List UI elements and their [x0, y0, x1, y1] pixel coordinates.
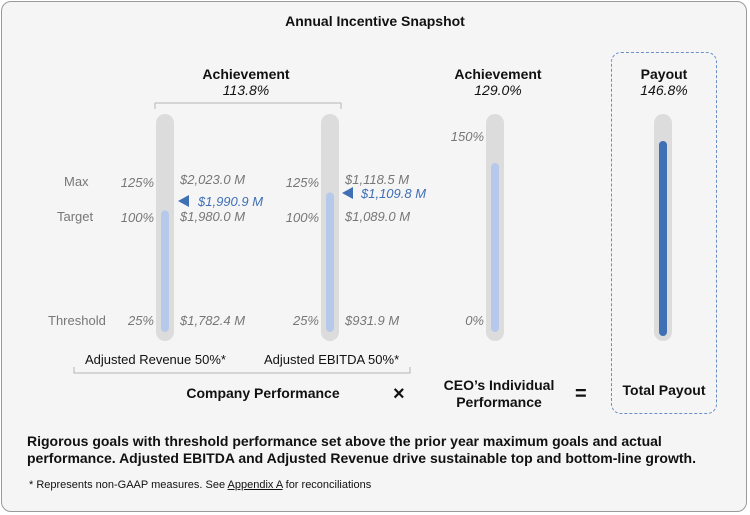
revenue-threshold-value: $1,782.4 M — [180, 313, 246, 328]
ebitda-threshold-pct: 25% — [292, 313, 319, 328]
individual-achievement-header: Achievement — [454, 66, 542, 82]
summary-text: Rigorous goals with threshold performanc… — [27, 433, 696, 466]
ebitda-threshold-value: $931.9 M — [345, 313, 400, 328]
level-max: Max — [64, 174, 89, 189]
revenue-target-pct: 100% — [120, 210, 154, 225]
ebitda-metric-label: Adjusted EBITDA 50%* — [264, 352, 400, 367]
times-operator: × — [393, 383, 405, 405]
ebitda-max-pct: 125% — [285, 175, 319, 190]
company-top-bracket — [154, 102, 342, 109]
revenue-actual-arrow-icon — [178, 195, 189, 207]
revenue-max-value: $2,023.0 M — [180, 172, 246, 187]
appendix-link[interactable]: Appendix A — [227, 479, 283, 491]
revenue-actual-value: $1,990.9 M — [198, 194, 264, 209]
payout-value: 146.8% — [640, 82, 688, 98]
company-bottom-bracket — [73, 367, 411, 374]
payout-box — [611, 52, 717, 414]
ebitda-actual-arrow-icon — [342, 187, 353, 199]
gauge-fill-1 — [326, 192, 334, 332]
ebitda-target-pct: 100% — [285, 210, 319, 225]
individual-achievement-value: 129.0% — [474, 82, 522, 98]
gauge-fill-0 — [161, 210, 169, 332]
footnote: * Represents non-GAAP measures. See Appe… — [29, 479, 371, 491]
gauge-fill-payout — [659, 140, 667, 336]
footnote-prefix: * Represents non-GAAP measures. See — [29, 479, 228, 491]
equals-operator: = — [575, 383, 587, 405]
revenue-max-pct: 125% — [120, 175, 154, 190]
payout-header: Payout — [640, 66, 688, 82]
individual-min-pct: 0% — [465, 313, 484, 328]
company-performance-label: Company Performance — [186, 385, 340, 401]
company-achievement-header: Achievement — [202, 66, 290, 82]
ebitda-actual-value: $1,109.8 M — [361, 186, 427, 201]
revenue-target-value: $1,980.0 M — [180, 209, 246, 224]
revenue-threshold-pct: 25% — [127, 313, 154, 328]
company-achievement-value: 113.8% — [222, 82, 270, 98]
individual-performance-label: CEO’s Individual Performance — [443, 377, 555, 410]
individual-max-pct: 150% — [450, 129, 484, 144]
ebitda-target-value: $1,089.0 M — [345, 209, 411, 224]
ebitda-max-value: $1,118.5 M — [345, 172, 410, 187]
level-threshold: Threshold — [48, 313, 106, 328]
gauge-fill-individual — [491, 162, 499, 332]
total-payout-label: Total Payout — [622, 382, 706, 398]
footnote-suffix: for reconciliations — [282, 479, 372, 491]
chart-title: Annual Incentive Snapshot — [285, 13, 465, 29]
revenue-metric-label: Adjusted Revenue 50%* — [85, 352, 226, 367]
level-target: Target — [57, 209, 94, 224]
